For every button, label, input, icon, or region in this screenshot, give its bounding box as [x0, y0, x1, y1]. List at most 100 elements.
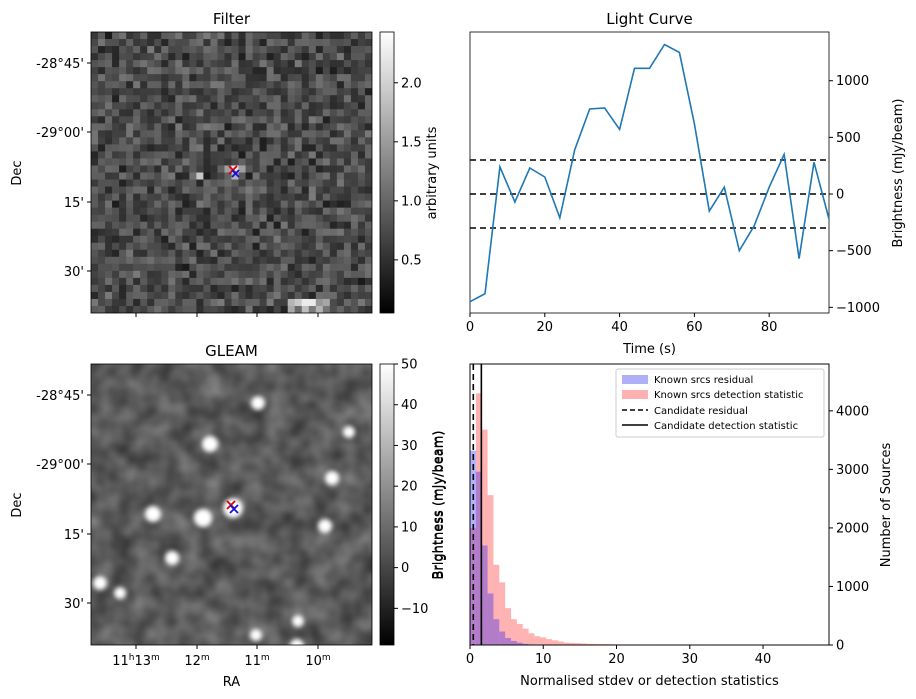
filter-pixel	[364, 67, 372, 75]
filter-pixel	[308, 32, 317, 40]
filter-pixel	[196, 151, 204, 159]
filter-pixel	[168, 214, 176, 223]
gleam-dec-tick: -28°45'	[36, 389, 84, 404]
light-curve-y-tick: 500	[836, 131, 861, 146]
filter-pixel	[98, 249, 106, 258]
filter-pixel	[119, 186, 127, 194]
histogram-ylabel-left: Brightness (mJy/beam)	[432, 431, 447, 580]
filter-pixel	[238, 88, 246, 96]
filter-pixel	[196, 214, 204, 223]
filter-pixel	[329, 172, 338, 180]
filter-pixel	[280, 53, 289, 61]
filter-pixel	[147, 74, 155, 82]
filter-pixel	[105, 53, 113, 61]
filter-pixel	[266, 39, 275, 47]
filter-pixel	[308, 95, 317, 103]
filter-pixel	[182, 165, 190, 173]
filter-pixel	[224, 172, 232, 180]
filter-pixel	[217, 165, 225, 173]
filter-pixel	[308, 137, 317, 145]
filter-pixel	[126, 277, 134, 286]
filter-pixel	[280, 123, 289, 131]
filter-pixel	[154, 284, 162, 293]
filter-pixel	[259, 130, 268, 138]
light-curve-title: Light Curve	[606, 10, 692, 28]
filter-pixel	[112, 137, 120, 145]
filter-pixel	[308, 81, 317, 89]
filter-pixel	[294, 263, 303, 272]
filter-pixel	[245, 179, 253, 187]
filter-pixel	[357, 109, 366, 117]
filter-pixel	[231, 158, 239, 166]
filter-pixel	[203, 200, 211, 209]
filter-pixel	[217, 144, 225, 152]
filter-pixel	[168, 95, 176, 103]
filter-pixel	[175, 116, 183, 124]
filter-pixel	[140, 186, 148, 194]
filter-pixel	[238, 284, 246, 293]
filter-pixel	[217, 291, 225, 300]
filter-pixel	[210, 221, 218, 230]
filter-pixel	[315, 179, 324, 187]
filter-pixel	[175, 193, 183, 202]
filter-pixel	[154, 291, 162, 300]
filter-pixel	[203, 123, 211, 131]
filter-pixel	[203, 270, 211, 279]
light-curve-x-tick: 60	[686, 320, 703, 335]
filter-pixel	[182, 256, 190, 265]
filter-pixel	[105, 179, 113, 187]
filter-pixel	[315, 200, 324, 209]
filter-colorbar-tick: 1.0	[401, 194, 422, 209]
filter-pixel	[301, 263, 310, 272]
filter-pixel	[119, 95, 127, 103]
filter-pixel	[161, 186, 169, 194]
filter-pixel	[364, 242, 372, 251]
filter-pixel	[182, 186, 190, 194]
filter-pixel	[98, 81, 106, 89]
filter-pixel	[224, 200, 232, 209]
filter-pixel	[259, 39, 268, 47]
filter-pixel	[168, 284, 176, 293]
filter-pixel	[91, 46, 99, 54]
filter-pixel	[273, 95, 282, 103]
filter-pixel	[343, 32, 352, 40]
filter-pixel	[189, 214, 197, 223]
filter-pixel	[210, 88, 218, 96]
filter-pixel	[217, 67, 225, 75]
filter-pixel	[273, 46, 282, 54]
filter-pixel	[133, 193, 141, 202]
filter-pixel	[287, 116, 296, 124]
filter-pixel	[350, 46, 359, 54]
filter-pixel	[154, 235, 162, 244]
filter-pixel	[126, 263, 134, 272]
filter-pixel	[210, 200, 218, 209]
filter-pixel	[154, 298, 162, 307]
filter-pixel	[119, 179, 127, 187]
filter-pixel	[315, 60, 324, 68]
filter-pixel	[105, 235, 113, 244]
filter-pixel	[210, 137, 218, 145]
filter-pixel	[266, 67, 275, 75]
filter-pixel	[133, 151, 141, 159]
filter-pixel	[266, 277, 275, 286]
filter-pixel	[154, 39, 162, 47]
filter-pixel	[245, 151, 253, 159]
filter-pixel	[168, 256, 176, 265]
filter-pixel	[252, 228, 261, 237]
filter-pixel	[238, 305, 246, 313]
filter-pixel	[168, 46, 176, 54]
filter-pixel	[119, 263, 127, 272]
filter-pixel	[224, 242, 232, 251]
filter-pixel	[357, 291, 366, 300]
filter-pixel	[119, 235, 127, 244]
filter-pixel	[126, 228, 134, 237]
filter-pixel	[329, 151, 338, 159]
filter-pixel	[301, 130, 310, 138]
filter-pixel	[91, 200, 99, 209]
filter-pixel	[357, 207, 366, 216]
filter-pixel	[322, 165, 331, 173]
filter-pixel	[182, 235, 190, 244]
filter-pixel	[329, 207, 338, 216]
filter-pixel	[203, 60, 211, 68]
